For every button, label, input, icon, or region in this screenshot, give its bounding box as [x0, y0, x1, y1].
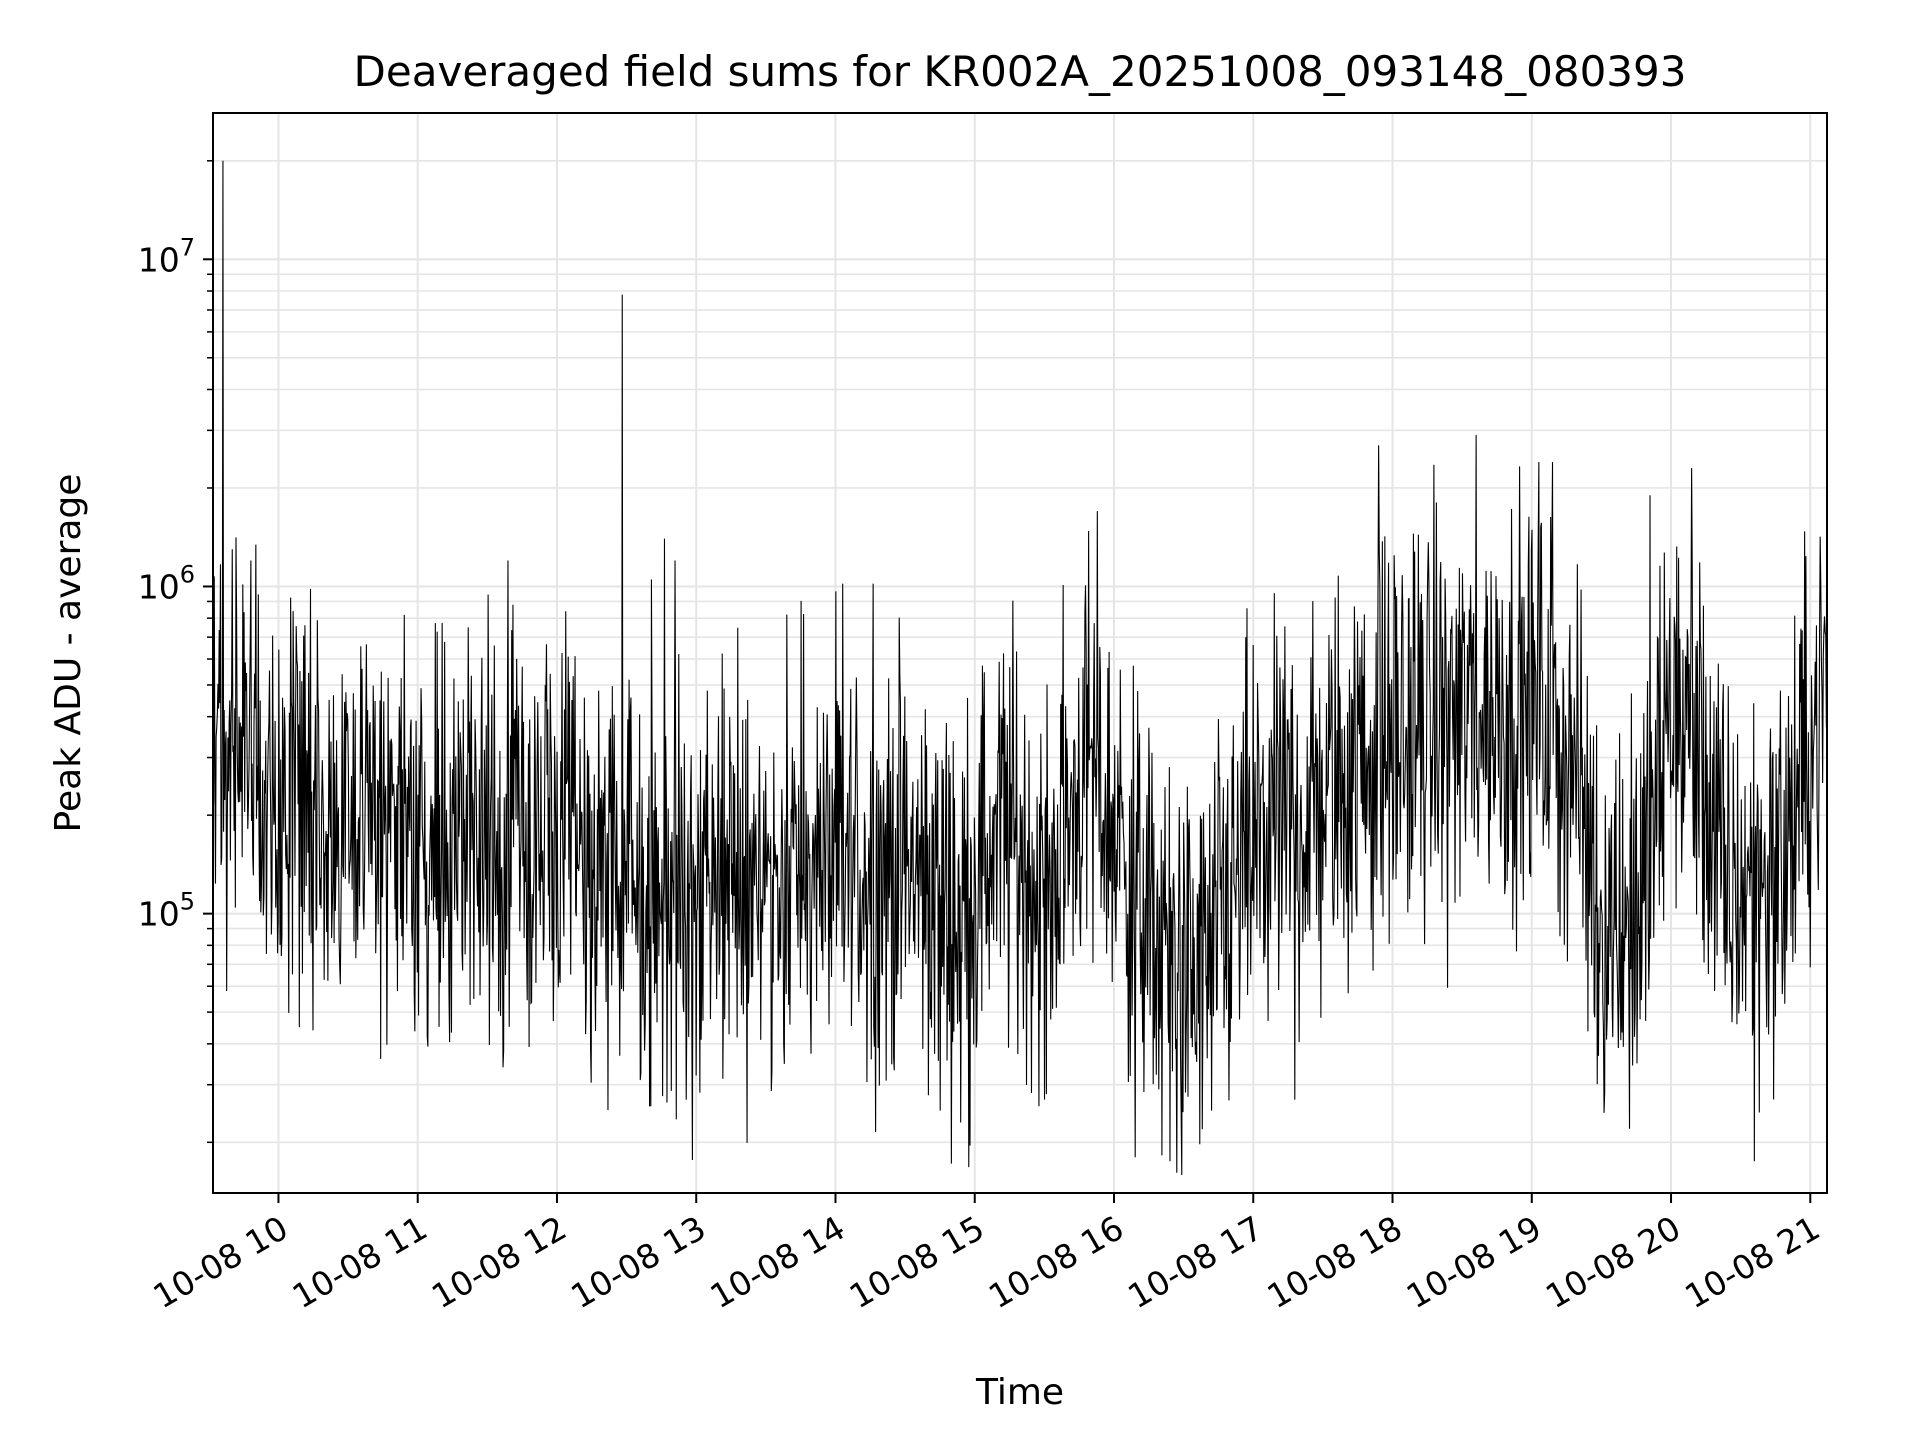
y-axis-label: Peak ADU - average	[48, 474, 89, 833]
x-tick-label: 10-08 12	[425, 1208, 573, 1316]
chart-title: Deaveraged field sums for KR002A_2025100…	[354, 47, 1687, 96]
y-axis: 105 106 107	[138, 160, 213, 1144]
x-tick-label: 10-08 21	[1678, 1208, 1826, 1316]
y-tick-label: 105	[138, 888, 195, 934]
x-tick-label: 10-08 11	[286, 1208, 434, 1316]
data-line	[212, 160, 1828, 1176]
x-tick-label: 10-08 14	[703, 1208, 851, 1316]
x-axis-label: Time	[975, 1372, 1064, 1413]
plot-frame	[212, 112, 1828, 1194]
x-tick-label: 10-08 17	[1121, 1208, 1269, 1316]
x-tick-label: 10-08 10	[146, 1208, 294, 1316]
x-tick-label: 10-08 20	[1539, 1208, 1687, 1316]
x-tick-label: 10-08 19	[1400, 1208, 1548, 1316]
y-tick-label: 106	[138, 560, 195, 606]
grid	[213, 113, 1827, 1193]
x-tick-label: 10-08 18	[1261, 1208, 1409, 1316]
x-tick-label: 10-08 13	[564, 1208, 712, 1316]
x-tick-label: 10-08 16	[982, 1208, 1130, 1316]
y-tick-label: 107	[138, 233, 195, 279]
x-tick-label: 10-08 15	[843, 1208, 991, 1316]
series-line	[212, 160, 1828, 1176]
